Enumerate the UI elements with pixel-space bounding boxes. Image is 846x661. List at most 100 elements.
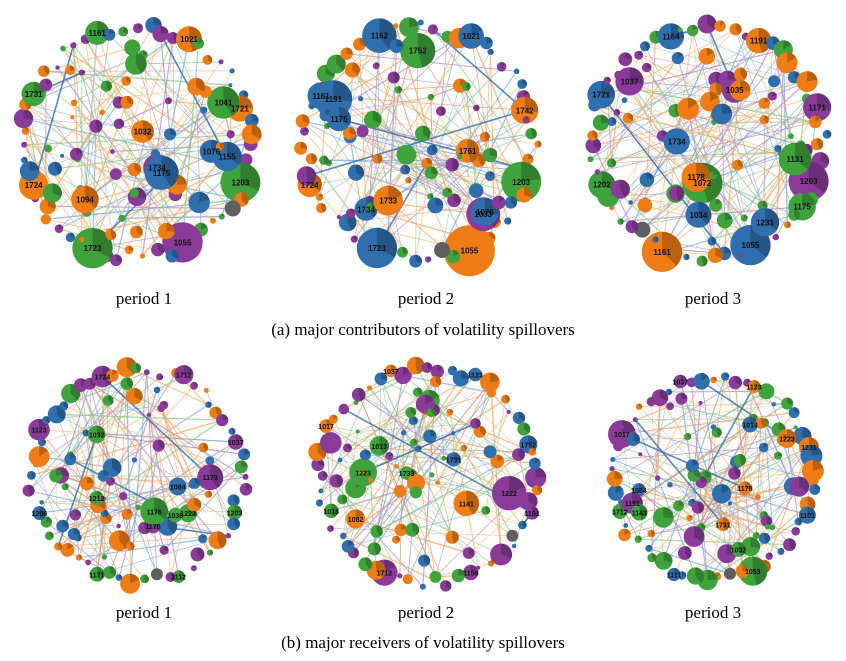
node-label: 1034 xyxy=(690,211,708,220)
node xyxy=(711,103,733,125)
edge xyxy=(641,81,808,231)
node xyxy=(65,65,75,76)
node-group xyxy=(308,356,547,592)
node xyxy=(642,62,652,73)
node xyxy=(101,554,108,560)
node xyxy=(28,446,50,467)
node xyxy=(130,225,143,239)
node-label: 1156 xyxy=(463,571,478,578)
node-label: 1053 xyxy=(745,569,761,576)
node xyxy=(215,142,225,151)
node xyxy=(728,375,742,390)
edge xyxy=(377,158,525,196)
node xyxy=(445,158,459,172)
node xyxy=(85,559,91,566)
node xyxy=(776,433,790,446)
node-label: 1037 xyxy=(673,380,689,387)
node xyxy=(89,566,105,582)
node-label: 1018 xyxy=(323,509,339,516)
node xyxy=(228,434,244,450)
node-label: 1161 xyxy=(653,248,671,257)
node xyxy=(675,392,688,405)
edge xyxy=(49,485,178,537)
node xyxy=(227,494,240,507)
edge xyxy=(430,85,461,173)
node xyxy=(803,93,832,122)
node xyxy=(710,424,717,430)
edge xyxy=(695,490,800,577)
edge xyxy=(721,113,726,221)
node xyxy=(152,25,169,43)
node xyxy=(405,522,420,537)
node xyxy=(684,432,692,441)
edge xyxy=(377,35,380,159)
node xyxy=(364,110,382,129)
node xyxy=(419,583,426,590)
edge xyxy=(398,85,461,91)
node-label: 1173 xyxy=(203,475,218,482)
node xyxy=(242,473,249,480)
edge xyxy=(159,181,167,232)
node xyxy=(356,125,369,138)
node xyxy=(446,408,454,416)
node-label: 1203 xyxy=(232,178,250,187)
edge xyxy=(348,133,367,239)
node xyxy=(338,403,350,415)
node-label: 1175 xyxy=(145,524,160,531)
node xyxy=(435,480,440,485)
node xyxy=(532,485,543,496)
node xyxy=(366,202,376,212)
edge xyxy=(596,57,679,173)
node xyxy=(732,159,743,171)
node xyxy=(733,453,747,467)
node xyxy=(165,249,179,263)
node xyxy=(512,411,526,425)
label-group: 1203 1055 1723 1724 1731 1161 1021 1721 1155 1041… xyxy=(25,29,250,253)
node xyxy=(342,126,356,140)
edge xyxy=(152,454,245,527)
edge xyxy=(700,386,755,483)
node xyxy=(625,220,639,234)
edge xyxy=(634,419,724,525)
node xyxy=(120,573,141,594)
edge xyxy=(600,94,725,254)
node xyxy=(783,538,796,552)
node xyxy=(345,208,356,219)
edge xyxy=(126,383,247,490)
node xyxy=(480,372,500,393)
node xyxy=(427,93,435,101)
edge xyxy=(693,418,754,537)
node xyxy=(359,449,371,461)
node xyxy=(143,369,150,376)
node xyxy=(70,115,75,120)
edge xyxy=(465,86,477,191)
node xyxy=(534,140,542,148)
node xyxy=(70,99,78,107)
node xyxy=(70,42,77,49)
node xyxy=(152,439,165,452)
node xyxy=(373,185,403,216)
edge xyxy=(635,418,754,420)
node xyxy=(759,115,769,125)
node xyxy=(125,387,143,405)
node xyxy=(21,81,46,106)
node-label: 1222 xyxy=(501,491,517,498)
edge xyxy=(135,63,231,135)
node-label: 1171 xyxy=(808,103,826,112)
edge xyxy=(103,419,223,500)
node xyxy=(397,246,408,258)
node xyxy=(316,202,327,214)
node-label: 1162 xyxy=(371,32,389,41)
node xyxy=(69,509,82,521)
node xyxy=(698,48,716,65)
node-label: 1203 xyxy=(800,177,818,186)
edge xyxy=(330,374,476,529)
edge xyxy=(121,216,222,219)
node xyxy=(729,23,742,36)
edge xyxy=(84,32,98,200)
edge xyxy=(342,499,453,538)
edge xyxy=(101,376,211,478)
network-graph: 1101 1053 1111 1712 1017 1037 1123 1231 1084 1014… xyxy=(606,372,824,591)
node xyxy=(492,195,506,210)
node-label: 1055 xyxy=(742,241,760,250)
